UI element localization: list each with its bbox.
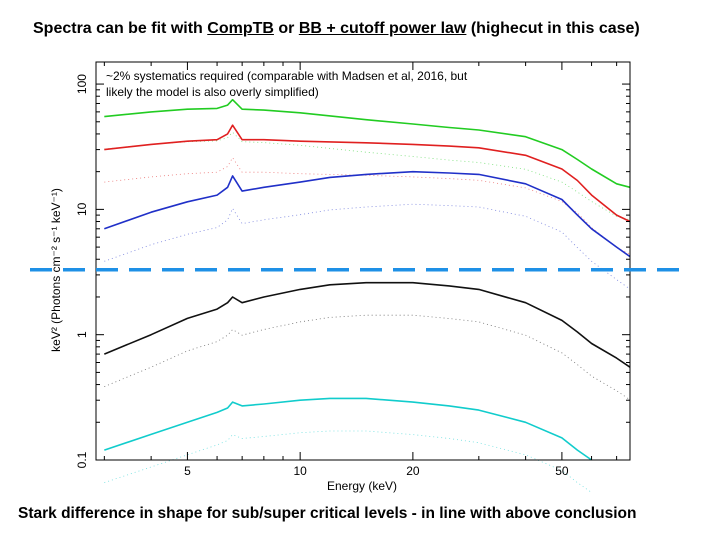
series-component-3: [104, 314, 631, 401]
annotation-line-1: ~2% systematics required (comparable wit…: [106, 69, 468, 83]
plot-frame: [95, 61, 631, 461]
x-tick-label-2: 20: [406, 464, 420, 478]
title-text-mid: or: [273, 20, 299, 37]
y-tick-label-1: 1: [75, 331, 89, 338]
series-component-1: [104, 156, 631, 255]
y-tick-label-2: 10: [75, 202, 89, 216]
series-component-4: [104, 430, 592, 493]
x-axis-label: Energy (keV): [327, 479, 397, 493]
x-tick-label-1: 10: [293, 464, 307, 478]
x-tick-label-0: 5: [184, 464, 191, 478]
title-text-pre: Spectra can be fit with: [33, 20, 208, 37]
series-line-3: [103, 281, 631, 368]
title-link-bb-cutoff: BB + cutoff power law: [298, 20, 467, 37]
ticks-layer: 5 10 20 50 0.1 1 10 100: [75, 62, 630, 478]
title-link-comptb: CompTB: [207, 20, 274, 37]
x-tick-label-3: 50: [555, 464, 569, 478]
y-axis-label: keV² (Photons cm⁻² s⁻¹ keV⁻¹): [49, 188, 63, 352]
annotation-line-2: likely the model is also overly simplifi…: [106, 85, 319, 99]
title-text-post: (highecut in this case): [466, 20, 640, 37]
series-line-0: [104, 98, 631, 189]
slide-title: Spectra can be fit with CompTB or BB + c…: [33, 20, 640, 38]
series-component-2: [104, 203, 631, 290]
series-line-4: [104, 397, 593, 461]
series-layer: [103, 98, 631, 493]
y-tick-label-0: 0.1: [75, 451, 89, 468]
series-line-2: [104, 170, 631, 258]
slide-footer: Stark difference in shape for sub/super …: [18, 505, 637, 522]
series-line-1: [104, 124, 631, 223]
y-tick-label-3: 100: [75, 74, 89, 94]
